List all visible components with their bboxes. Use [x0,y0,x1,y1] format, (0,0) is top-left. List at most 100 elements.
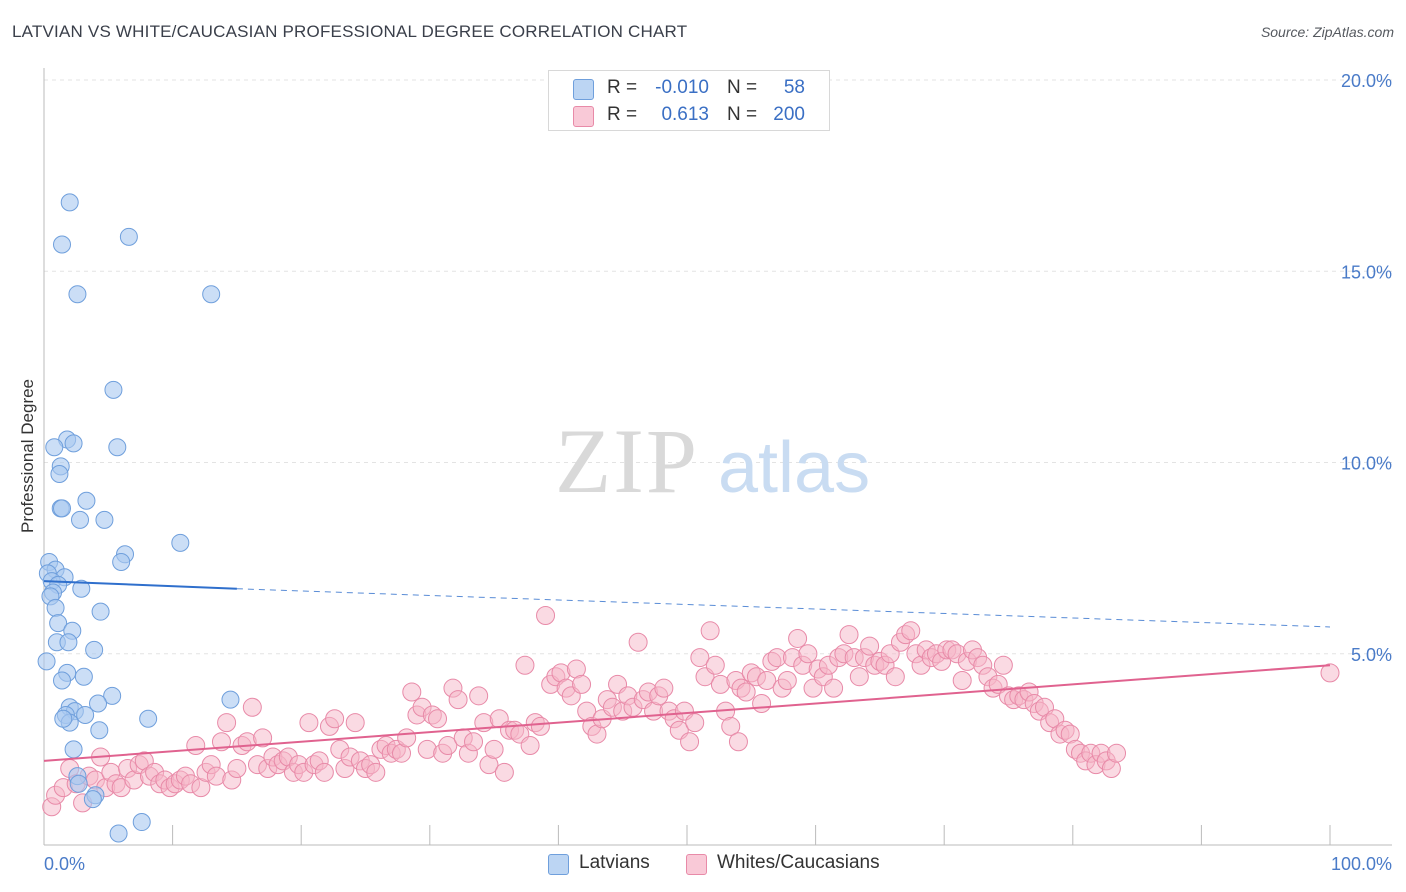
data-point-white [757,671,777,691]
data-point-white [885,667,905,687]
data-point-latvian [112,552,131,571]
y-tick-label: 15.0% [1341,262,1392,282]
data-point-white [494,762,514,782]
data-point-white [860,636,880,656]
data-point-latvian [85,640,104,659]
data-point-white [680,732,700,752]
data-point-white [824,678,844,698]
data-point-white [217,713,237,733]
points-whites [42,606,1340,817]
legend-row-whites: R = 0.613 N = 200 [549,102,829,128]
data-point-latvian [46,598,65,617]
data-point-white [798,644,818,664]
data-point-latvian [54,709,73,728]
data-point-white [484,739,504,759]
data-point-white [397,728,417,748]
data-point-latvian [139,709,158,728]
data-point-white [530,716,550,736]
source-credit: Source: ZipAtlas.com [1260,24,1394,40]
legend-r-value: 0.613 [661,104,709,125]
data-point-white [777,671,797,691]
watermark: ZIP atlas [555,410,870,512]
data-point-latvian [53,499,72,518]
data-point-latvian [64,434,83,453]
data-point-latvian [68,285,87,304]
data-point-white [186,736,206,756]
legend-n-value: 200 [773,104,805,125]
data-point-latvian [119,227,138,246]
data-point-white [849,667,869,687]
data-point-white [242,697,262,717]
y-axis-title: Professional Degree [18,379,37,533]
y-tick-label: 20.0% [1341,71,1392,91]
data-point-white [227,759,247,778]
watermark-atlas: atlas [718,428,870,508]
y-tick-label: 5.0% [1351,645,1392,665]
data-point-latvian [83,790,102,809]
legend-swatch-latvians [573,79,594,100]
data-point-white [654,678,674,698]
legend-r-label: R = [607,77,638,98]
legend-swatch-whites [686,854,707,875]
data-point-white [901,621,921,641]
data-point-white [721,716,741,736]
data-point-white [690,648,710,668]
data-point-white [211,732,231,752]
data-point-latvian [74,667,93,686]
data-point-latvian [64,740,83,759]
legend-r-value: -0.010 [655,77,709,98]
data-point-white [520,736,540,756]
data-point-latvian [89,694,108,713]
legend-n-value: 58 [783,77,805,98]
data-point-latvian [60,193,79,212]
legend-label-latvians: Latvians [579,852,650,873]
data-point-latvian [104,380,123,399]
data-point-white [536,606,556,625]
data-point-white [628,632,648,652]
legend-row-latvians: R = -0.010 N = 58 [549,75,829,101]
data-point-latvian [132,813,151,832]
trend-line-whites [43,664,1331,762]
data-point-latvian [72,579,91,598]
data-point-white [1107,743,1127,763]
data-point-latvian [202,285,221,304]
data-point-white [993,655,1013,675]
data-point-latvian [37,652,56,671]
data-point-white [728,732,748,752]
axis-labels: 5.0% 10.0% 15.0% 20.0% 0.0% 100.0% [44,71,1392,874]
data-point-white [469,686,489,706]
data-point-latvian [95,510,114,529]
data-point-white [428,709,448,729]
data-point-white [402,682,422,702]
data-point-white [448,690,468,710]
y-tick-label: 10.0% [1341,454,1392,474]
data-point-latvian [59,633,78,652]
data-point-latvian [221,690,240,709]
data-point-latvian [103,686,122,705]
trend-lines [43,580,1331,762]
data-point-white [839,625,859,645]
points-latvians [37,193,240,843]
data-point-white [788,628,808,648]
data-point-white [736,682,756,702]
legend-swatch-whites [573,106,594,127]
data-point-latvian [50,464,69,483]
data-point-latvian [171,533,190,552]
x-tick-label: 100.0% [1331,854,1392,874]
data-point-white [299,713,319,733]
legend-r-label: R = [607,104,638,125]
data-point-white [705,655,725,675]
legend-swatch-latvians [548,854,569,875]
data-point-latvian [53,235,72,254]
data-point-white [345,713,365,733]
data-point-latvian [76,705,95,724]
legend-n-label: N = [727,77,758,98]
data-point-latvian [91,602,110,621]
grid-lines [44,79,1392,655]
data-point-latvian [53,671,72,690]
data-point-white [685,713,705,733]
data-point-white [325,709,345,729]
data-point-white [752,693,772,713]
data-point-latvian [77,491,96,510]
x-tick-label: 0.0% [44,854,85,874]
